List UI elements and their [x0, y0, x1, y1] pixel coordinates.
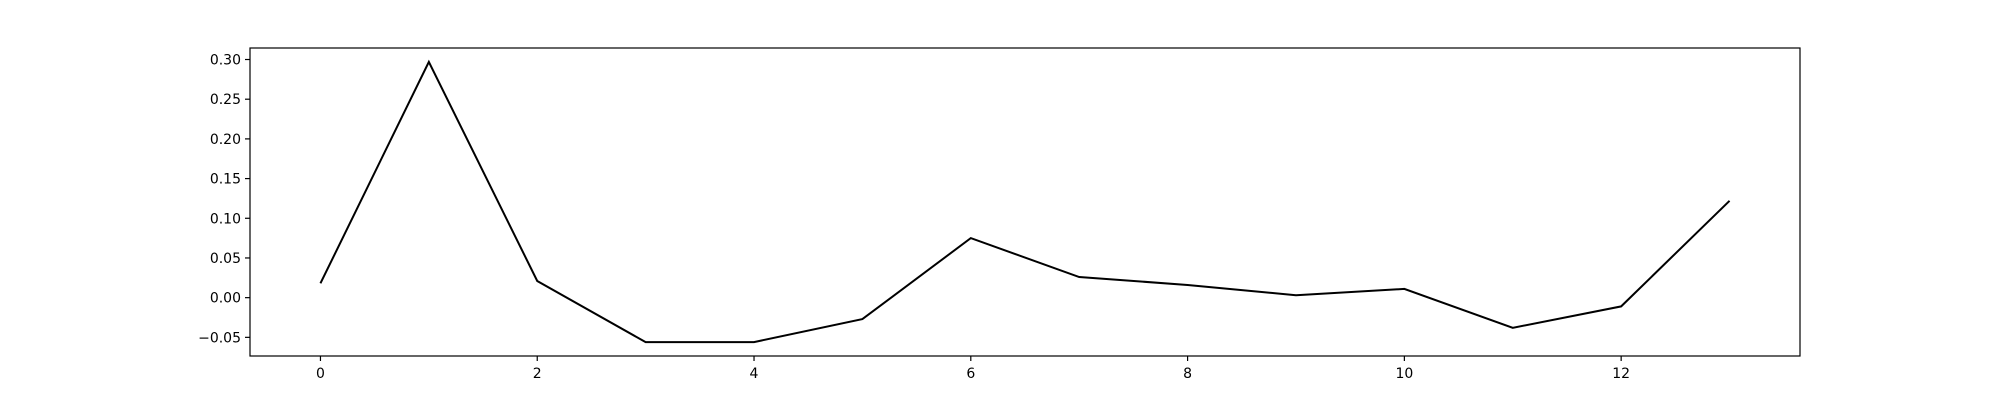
- series-layer: [319, 59, 1731, 344]
- y-tick-label: 0.15: [210, 172, 241, 188]
- y-tick-label: 0.10: [210, 211, 241, 227]
- plot-frame: [249, 47, 1801, 357]
- y-tick-label: 0.30: [210, 53, 241, 69]
- y-tick-label: 0.20: [210, 132, 241, 148]
- x-tick-label: 12: [1612, 366, 1630, 382]
- series-line-0: [319, 59, 1731, 344]
- x-tick-label: 6: [966, 366, 975, 382]
- y-tick-label: 0.00: [210, 291, 241, 307]
- y-tick-label: 0.25: [210, 92, 241, 108]
- x-tick-label: 8: [1183, 366, 1192, 382]
- x-tick-label: 0: [316, 366, 325, 382]
- x-tick-label: 4: [750, 366, 759, 382]
- y-tick-label: −0.05: [198, 330, 241, 346]
- x-tick-label: 10: [1395, 366, 1413, 382]
- x-tick-label: 2: [533, 366, 542, 382]
- y-axis: −0.05 0.00 0.05 0.10 0.15 0.20 0.25 0.30: [198, 53, 250, 346]
- y-tick-label: 0.05: [210, 251, 241, 267]
- x-axis: 0 2 4 6 8 10 12: [316, 356, 1630, 382]
